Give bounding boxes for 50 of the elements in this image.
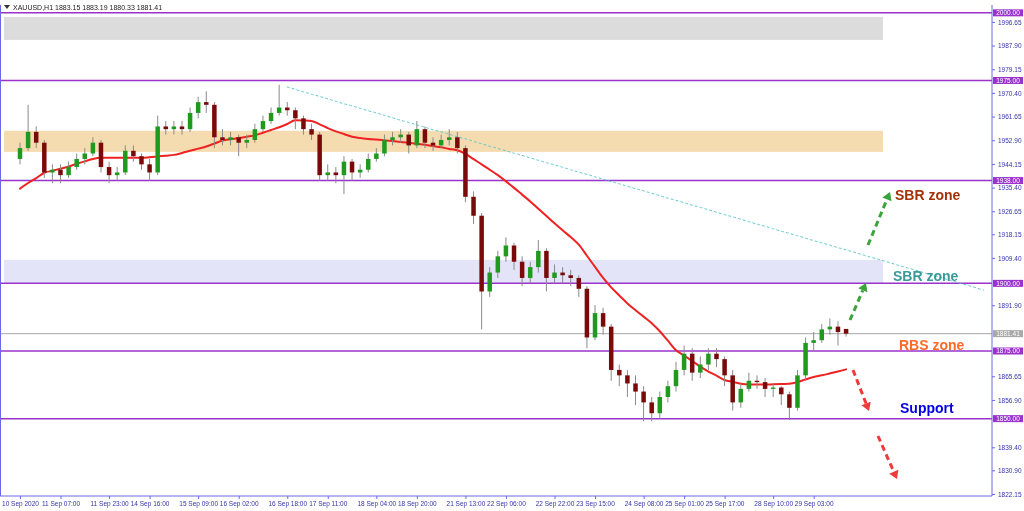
candlestick (58, 163, 63, 184)
candlestick (422, 125, 428, 149)
annotation: RBS zone (899, 336, 965, 353)
annotation: SBR zone (895, 186, 961, 203)
candlestick (455, 131, 460, 155)
candlestick (236, 134, 241, 157)
candlestick (495, 250, 501, 279)
candlestick (527, 261, 533, 284)
candlestick (123, 144, 128, 176)
candlestick (762, 377, 768, 398)
candlestick (204, 90, 209, 114)
candlestick (471, 190, 476, 225)
candlestick (179, 120, 185, 136)
candlestick (333, 166, 339, 184)
candlestick (576, 274, 582, 298)
candlestick (406, 131, 411, 155)
candlestick (382, 134, 387, 157)
candlestick (195, 96, 201, 119)
candlestick (511, 242, 517, 271)
candlestick (17, 142, 23, 165)
candlestick (503, 236, 509, 263)
candlestick (147, 158, 152, 182)
candlestick (698, 355, 703, 379)
candlestick (787, 391, 792, 421)
candlestick (293, 107, 298, 130)
candlestick (714, 347, 719, 368)
candlestick (600, 307, 606, 336)
candlestick (633, 374, 638, 406)
candlestick (33, 125, 39, 149)
candlestick (779, 385, 784, 406)
line-series (286, 86, 985, 291)
candlestick (252, 123, 258, 144)
candlestick (706, 347, 711, 371)
candlestick (90, 136, 96, 157)
candlestick (536, 239, 541, 274)
candlestick (649, 396, 654, 422)
candlestick (811, 331, 816, 352)
candlestick (366, 153, 371, 173)
candlestick (301, 115, 306, 136)
candlestick (552, 263, 557, 284)
candlestick (171, 120, 177, 136)
candlestick (641, 385, 646, 422)
candlestick (625, 369, 630, 398)
annotation: Support (900, 399, 954, 416)
candlestick (722, 355, 727, 387)
candlestick (665, 380, 671, 403)
candlestick (617, 364, 622, 387)
candlestick (819, 323, 825, 344)
candlestick (487, 266, 492, 298)
annotation: SBR zone (893, 267, 959, 284)
